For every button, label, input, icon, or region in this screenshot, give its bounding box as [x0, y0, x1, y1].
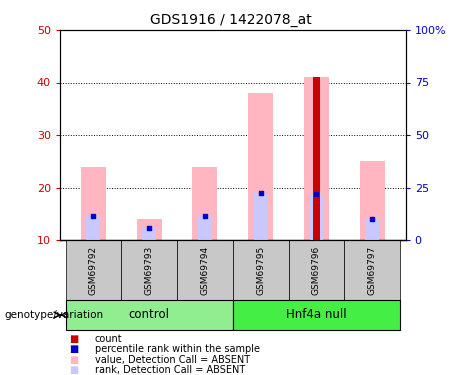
Point: [201, 213, 209, 219]
Point: [257, 190, 264, 196]
Point: [90, 213, 97, 219]
Point: [313, 191, 320, 197]
Bar: [81, 166, 106, 240]
Bar: [87, 216, 100, 240]
Bar: [309, 195, 323, 240]
Point: [146, 225, 153, 231]
Bar: [254, 193, 267, 240]
Bar: [65, 300, 233, 330]
Text: GSM69793: GSM69793: [145, 245, 154, 295]
Text: count: count: [95, 334, 122, 344]
Text: Hnf4a null: Hnf4a null: [286, 309, 347, 321]
Text: GSM69792: GSM69792: [89, 246, 98, 295]
Bar: [142, 227, 156, 240]
Text: GDS1916 / 1422078_at: GDS1916 / 1422078_at: [150, 13, 311, 27]
Text: ■: ■: [69, 365, 78, 375]
Bar: [304, 77, 329, 240]
Text: GSM69794: GSM69794: [201, 246, 209, 295]
Bar: [121, 240, 177, 300]
Bar: [136, 219, 162, 240]
Text: ■: ■: [69, 355, 78, 365]
Bar: [233, 300, 400, 330]
Point: [368, 216, 376, 222]
Bar: [65, 240, 121, 300]
Text: control: control: [129, 309, 170, 321]
Bar: [248, 93, 273, 240]
Text: genotype/variation: genotype/variation: [5, 310, 104, 320]
Bar: [313, 77, 320, 240]
Bar: [192, 166, 218, 240]
Bar: [233, 240, 289, 300]
Text: GSM69795: GSM69795: [256, 245, 265, 295]
Bar: [177, 240, 233, 300]
Bar: [365, 219, 379, 240]
Bar: [360, 161, 385, 240]
Text: GSM69796: GSM69796: [312, 245, 321, 295]
Bar: [289, 240, 344, 300]
Text: ■: ■: [69, 334, 78, 344]
Text: value, Detection Call = ABSENT: value, Detection Call = ABSENT: [95, 355, 249, 365]
Text: ■: ■: [69, 344, 78, 354]
Text: GSM69797: GSM69797: [368, 245, 377, 295]
Text: percentile rank within the sample: percentile rank within the sample: [95, 344, 260, 354]
Bar: [344, 240, 400, 300]
Text: rank, Detection Call = ABSENT: rank, Detection Call = ABSENT: [95, 365, 245, 375]
Bar: [198, 216, 212, 240]
